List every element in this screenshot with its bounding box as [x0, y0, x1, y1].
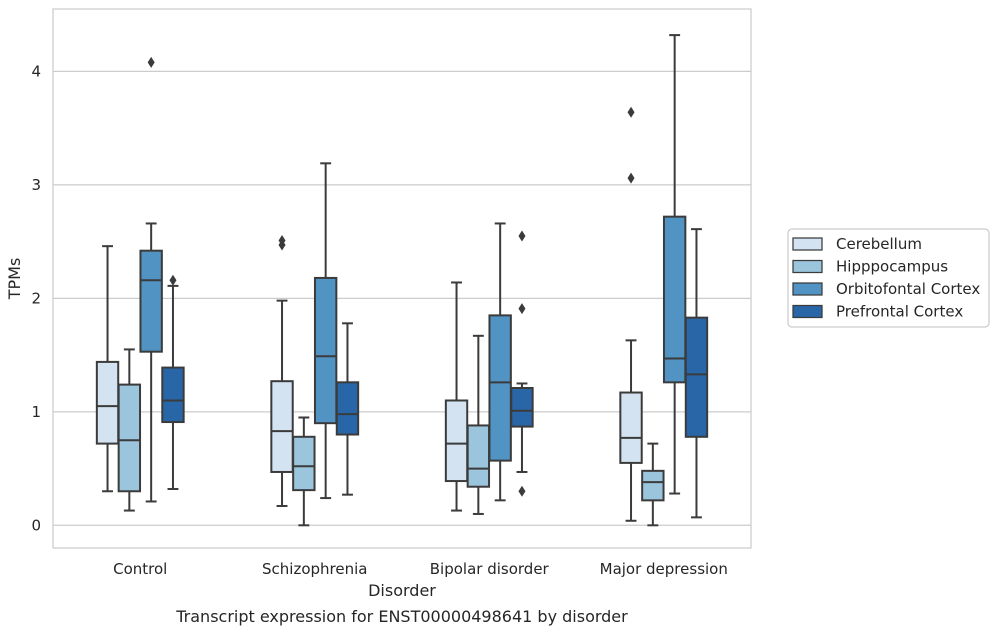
iqr-box	[117, 383, 142, 493]
legend-label: Prefrontal Cortex	[836, 303, 963, 321]
iqr-box	[488, 314, 512, 462]
box-0-3	[161, 274, 185, 490]
outlier-point	[169, 274, 177, 286]
box-3-0	[619, 106, 643, 522]
iqr-box	[139, 249, 163, 353]
box-1-2	[313, 162, 338, 500]
iqr-box	[510, 387, 534, 428]
box-0-1	[117, 348, 142, 512]
outlier-point	[627, 106, 635, 118]
box-1-0	[270, 234, 294, 508]
y-axis-label: TPMs	[5, 258, 24, 301]
legend-label: Cerebellum	[836, 235, 922, 253]
box-0-2	[139, 56, 163, 503]
iqr-box	[444, 399, 469, 483]
box-2-1	[466, 334, 491, 515]
y-tick-label: 0	[31, 516, 41, 534]
box-2-0	[444, 281, 469, 512]
iqr-box	[662, 215, 687, 384]
box-3-2	[662, 34, 687, 495]
x-tick-label: Major depression	[600, 560, 728, 578]
box-0-0	[95, 245, 120, 493]
y-tick-label: 4	[31, 62, 41, 80]
legend-swatch	[792, 259, 823, 274]
iqr-box	[684, 316, 709, 438]
box-2-3	[510, 230, 534, 497]
x-axis-label: Disorder	[368, 581, 436, 600]
iqr-box	[95, 360, 120, 445]
outlier-point	[627, 172, 635, 184]
outlier-point	[278, 234, 286, 246]
iqr-box	[292, 435, 316, 492]
box-3-1	[641, 442, 665, 527]
outlier-point	[518, 303, 526, 315]
box-1-1	[292, 416, 316, 527]
y-tick-label: 1	[31, 403, 41, 421]
box-2-2	[488, 222, 512, 502]
iqr-box	[619, 391, 643, 464]
plot-area-frame	[52, 8, 752, 549]
y-tick-label: 3	[31, 176, 41, 194]
y-tick-label: 2	[31, 289, 41, 307]
x-tick-label: Schizophrenia	[262, 560, 367, 578]
boxes	[95, 34, 709, 527]
iqr-box	[270, 380, 294, 473]
x-tick-label: Bipolar disorder	[430, 560, 550, 578]
legend-swatch	[792, 304, 823, 319]
x-axis-ticks: Control Schizophrenia Bipolar disorder Majo…	[113, 560, 728, 578]
box-1-3	[335, 322, 360, 496]
legend-label: Orbitofontal Cortex	[836, 280, 980, 298]
iqr-box	[335, 381, 360, 436]
legend-swatch	[792, 237, 823, 251]
outlier-point	[518, 485, 526, 497]
outlier-point	[518, 230, 526, 242]
outlier-point	[147, 56, 155, 68]
iqr-box	[466, 424, 491, 488]
chart-caption: Transcript expression for ENST0000049864…	[175, 607, 628, 626]
iqr-box	[161, 366, 185, 424]
legend-label: Hipppocampus	[836, 258, 948, 276]
legend: Cerebellum Hipppocampus Orbitofontal Corte…	[787, 228, 990, 328]
iqr-box	[641, 469, 665, 502]
legend-swatch	[792, 282, 823, 296]
iqr-box	[313, 276, 338, 425]
legend-frame	[787, 228, 990, 328]
x-tick-label: Control	[113, 560, 167, 578]
y-axis-ticks: 0 1 2 3 4	[31, 62, 41, 534]
box-3-3	[684, 228, 709, 519]
